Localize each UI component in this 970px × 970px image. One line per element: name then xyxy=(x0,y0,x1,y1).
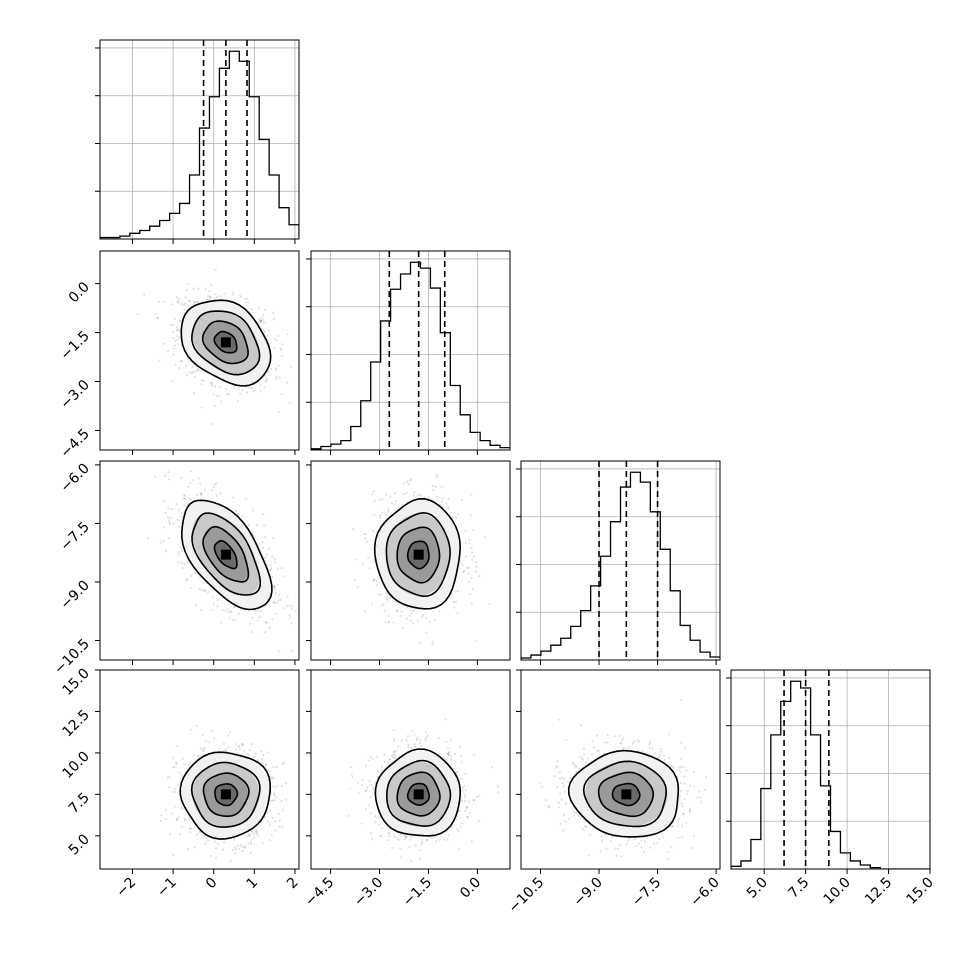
panel-frame xyxy=(310,250,511,451)
panel-frame xyxy=(520,669,721,870)
x-tick-label: 0.0 xyxy=(457,875,484,902)
panel-frame xyxy=(99,460,300,661)
density-peak xyxy=(220,337,231,348)
contour-line-1 xyxy=(597,771,655,818)
histogram-step xyxy=(731,680,930,869)
panel-frame xyxy=(99,39,300,240)
histogram-step xyxy=(100,50,299,239)
y-tick-label: −3.0 xyxy=(57,377,92,412)
x-tick-label: −7.5 xyxy=(629,875,664,910)
contour-line-3 xyxy=(180,499,273,611)
contour-line-2 xyxy=(385,759,452,827)
contour-line-1 xyxy=(202,525,250,583)
contour-line-0 xyxy=(214,783,239,807)
density-panel-1-0 xyxy=(95,250,300,455)
histogram-step xyxy=(311,261,510,450)
panel-frame xyxy=(520,460,721,661)
y-tick-label: 0.0 xyxy=(66,279,93,306)
histogram-panel-0 xyxy=(95,39,300,244)
panel-frame xyxy=(99,250,300,451)
x-tick-label: 12.5 xyxy=(862,875,895,908)
y-tick-label: −1.5 xyxy=(57,328,92,363)
histogram-panel-3 xyxy=(726,669,931,874)
contour-line-3 xyxy=(567,749,680,838)
density-panel-3-2 xyxy=(516,669,721,874)
contour-line-3 xyxy=(373,497,462,610)
contour-line-2 xyxy=(191,310,261,376)
histogram-step xyxy=(521,471,720,660)
x-tick-label: 15.0 xyxy=(903,875,936,908)
contour-line-3 xyxy=(180,299,272,387)
contour-line-1 xyxy=(396,771,441,817)
x-tick-label: 7.5 xyxy=(785,875,812,902)
x-tick-label: −4.5 xyxy=(302,875,337,910)
density-panel-3-1 xyxy=(306,669,511,874)
x-tick-label: −1 xyxy=(154,875,180,901)
contour-line-1 xyxy=(396,526,441,584)
x-tick-label: 0 xyxy=(203,875,221,893)
x-tick-label: −10.5 xyxy=(506,875,548,917)
density-peak xyxy=(621,789,632,800)
contour-line-0 xyxy=(406,540,430,570)
x-tick-label: −9.0 xyxy=(571,875,606,910)
x-tick-label: −2 xyxy=(113,875,139,901)
panel-frame xyxy=(730,669,931,870)
contour-line-2 xyxy=(190,761,261,828)
x-tick-label: 1 xyxy=(244,875,262,893)
contour-line-2 xyxy=(191,512,262,596)
histogram-panel-1 xyxy=(306,250,511,455)
contour-line-0 xyxy=(213,539,238,570)
contour-line-3 xyxy=(374,748,462,837)
density-peak xyxy=(413,789,424,800)
density-panel-2-0 xyxy=(95,460,300,665)
y-tick-label: 10.0 xyxy=(59,748,92,781)
contour-line-0 xyxy=(406,782,430,806)
y-tick-label: 7.5 xyxy=(66,790,93,817)
panel-frame xyxy=(99,669,300,870)
contour-line-3 xyxy=(179,751,272,840)
contour-line-0 xyxy=(611,782,641,807)
y-tick-label: −6.0 xyxy=(57,460,92,495)
contour-line-0 xyxy=(213,330,238,354)
contour-line-1 xyxy=(202,772,250,817)
x-tick-label: −6.0 xyxy=(688,875,723,910)
density-peak xyxy=(220,789,231,800)
density-panel-3-0 xyxy=(95,669,300,874)
x-tick-label: 2 xyxy=(284,875,302,893)
y-tick-label: −9.0 xyxy=(57,577,92,612)
density-panel-2-1 xyxy=(306,460,511,665)
y-tick-label: 5.0 xyxy=(66,831,93,858)
x-tick-label: 10.0 xyxy=(821,875,854,908)
panel-frame xyxy=(310,669,511,870)
y-tick-label: 12.5 xyxy=(59,707,92,740)
panel-frame xyxy=(310,460,511,661)
y-tick-label: −7.5 xyxy=(57,519,92,554)
y-tick-label: −4.5 xyxy=(57,426,92,461)
x-tick-label: 5.0 xyxy=(744,875,771,902)
contour-line-1 xyxy=(201,320,249,365)
x-tick-label: −3.0 xyxy=(351,875,386,910)
x-tick-label: −1.5 xyxy=(400,875,435,910)
contour-line-2 xyxy=(582,760,668,828)
contour-line-2 xyxy=(385,511,451,598)
density-peak xyxy=(220,549,231,560)
histogram-panel-2 xyxy=(516,460,721,665)
density-peak xyxy=(413,549,424,560)
